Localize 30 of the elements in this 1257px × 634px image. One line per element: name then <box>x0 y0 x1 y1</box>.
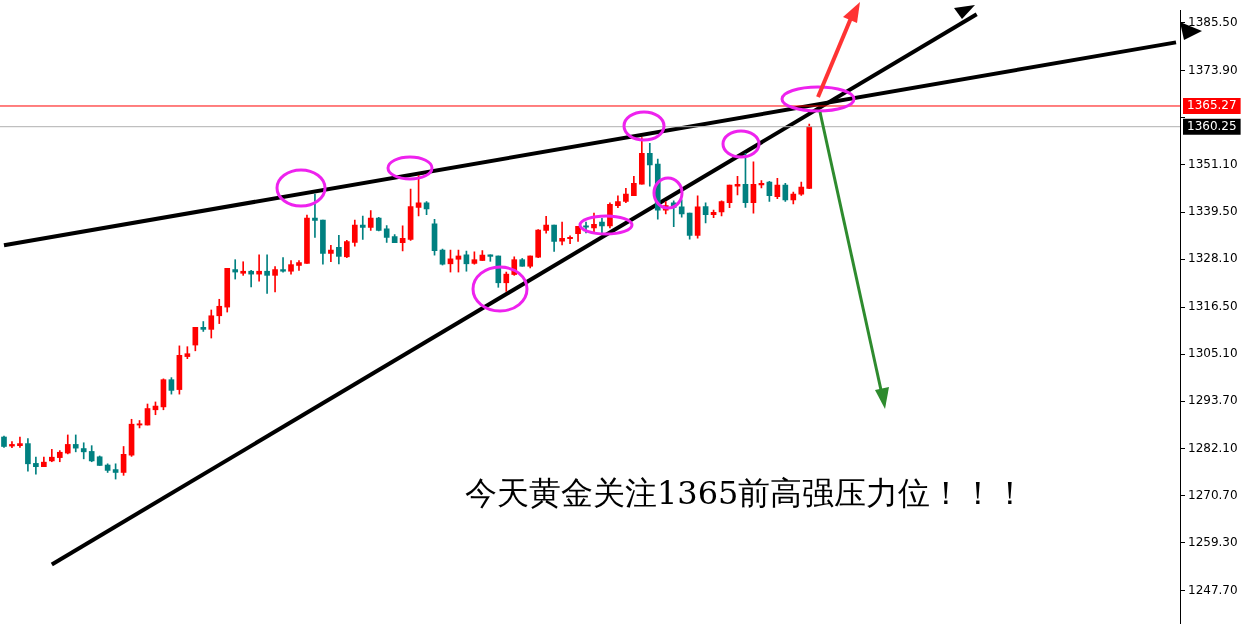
candlestick <box>33 456 39 475</box>
candlestick <box>328 244 334 263</box>
candlestick <box>359 215 366 240</box>
y-tick-label: 1339.50 <box>1188 204 1238 219</box>
candlestick <box>312 193 318 238</box>
candlestick <box>80 442 87 460</box>
ref-line-label: 1365.27 <box>1187 98 1237 113</box>
candlestick <box>240 261 247 276</box>
ref-line-label: 1360.25 <box>1187 118 1237 133</box>
candlestick <box>9 441 15 449</box>
annotation: 今天黄金关注1365前高强压力位！！！ <box>465 473 1027 514</box>
y-tick-label: 1247.70 <box>1188 582 1238 597</box>
y-tick-label: 1316.50 <box>1188 299 1238 314</box>
y-tick-label: 1385.50 <box>1188 14 1238 29</box>
y-tick-label: 1270.70 <box>1188 488 1238 503</box>
candlestick <box>567 235 573 244</box>
candlestick <box>72 434 79 453</box>
y-tick-label: 1293.70 <box>1188 393 1238 408</box>
candlestick <box>232 259 239 280</box>
y-tick-label: 1305.10 <box>1188 346 1238 361</box>
y-tick-label: 1282.10 <box>1188 441 1238 456</box>
y-tick-label: 1259.30 <box>1188 535 1238 550</box>
candlestick <box>248 270 254 288</box>
candlestick <box>256 254 262 282</box>
y-tick-label: 1328.10 <box>1188 251 1238 266</box>
candlestick <box>264 254 270 294</box>
y-tick-label: 1373.90 <box>1188 62 1238 77</box>
candlestick <box>559 221 565 246</box>
y-tick-label: 1351.10 <box>1188 156 1238 171</box>
candlestick <box>280 257 286 273</box>
